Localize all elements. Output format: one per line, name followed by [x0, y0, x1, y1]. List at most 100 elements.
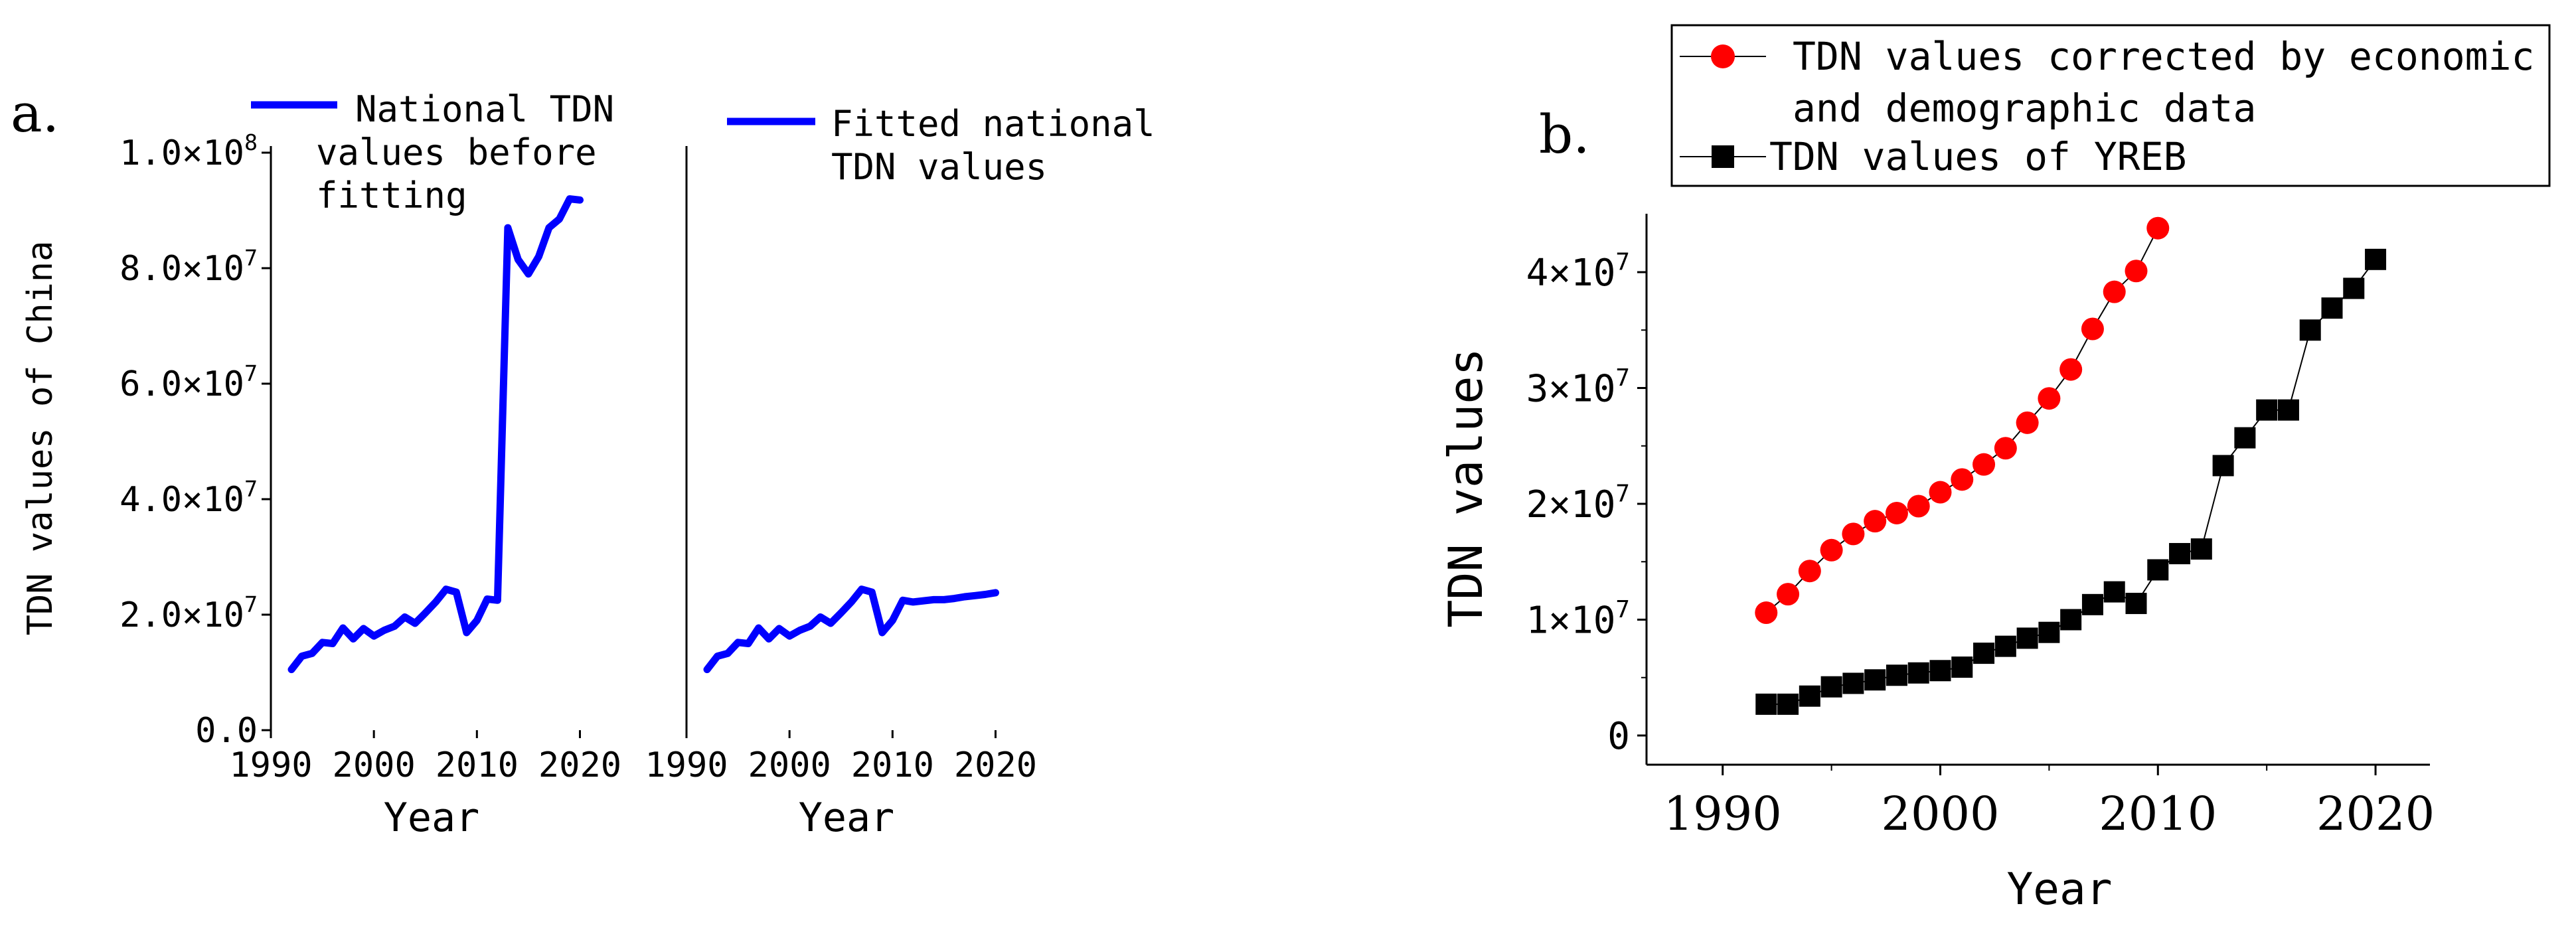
data-point-yreb: [1886, 664, 1907, 686]
x-tick-label: 2020: [954, 745, 1037, 785]
panel-b: 0 1×107 2×107 3×107 4×107 1990 2000 2010 2020 T…: [1439, 24, 2551, 915]
series-line-national-tdn-before-fitting: [287, 195, 584, 674]
series-line-fitted-national-tdn: [703, 585, 999, 674]
data-point-corrected: [2016, 411, 2039, 434]
figure-a-label: a.: [11, 82, 59, 144]
data-point-yreb: [1907, 662, 1929, 684]
data-point-yreb: [1777, 693, 1799, 715]
y-tick-label: 4×107: [1526, 248, 1630, 295]
x-tick-label: 1990: [229, 745, 312, 785]
data-point-yreb: [2103, 581, 2125, 603]
y-axis-label: TDN values: [1439, 348, 1493, 627]
data-point-corrected: [1864, 510, 1887, 533]
legend-line-1: National TDN: [355, 88, 614, 130]
data-point-yreb: [2299, 319, 2321, 341]
legend-swatch-marker-corrected: [1711, 44, 1735, 68]
panel-a-left: 0.0 2.0×107 4.0×107 6.0×107 8.0×107 1.0×108 1…: [21, 88, 621, 841]
x-tick-label: 1990: [645, 745, 728, 785]
data-point-yreb: [1799, 685, 1820, 707]
legend-line-2: TDN values: [831, 146, 1047, 188]
data-point-corrected: [2125, 260, 2148, 283]
legend: TDN values corrected by economic and dem…: [1670, 24, 2551, 187]
series-corrected: [1755, 216, 2170, 625]
legend-swatch-marker-yreb: [1712, 145, 1734, 168]
data-point-yreb: [2125, 593, 2147, 615]
data-point-yreb: [2277, 399, 2299, 421]
data-point-corrected: [1994, 437, 2017, 460]
data-point-yreb: [1929, 660, 1951, 682]
data-point-corrected: [1820, 538, 1843, 562]
legend-label-corrected-line-2: and demographic data: [1793, 86, 2256, 131]
x-tick-label: 2000: [333, 745, 416, 785]
data-point-yreb: [1755, 693, 1777, 715]
x-tick-label: 2010: [2099, 787, 2217, 841]
x-axis-label: Year: [799, 795, 895, 841]
legend-label-yreb: TDN values of YREB: [1769, 134, 2187, 179]
data-point-yreb: [1820, 676, 1842, 698]
y-tick-label: 1×107: [1526, 596, 1630, 643]
y-tick-label: 8.0×107: [120, 245, 258, 289]
legend-label-corrected-line-1: TDN values corrected by economic: [1793, 34, 2534, 79]
y-tick-label: 4.0×107: [120, 476, 258, 520]
data-point-yreb: [2256, 399, 2278, 421]
data-point-corrected: [1777, 583, 1800, 606]
y-tick-label: 0.0: [195, 711, 258, 751]
data-point-yreb: [2190, 538, 2212, 560]
data-point-corrected: [2103, 280, 2126, 303]
data-point-corrected: [1798, 560, 1821, 583]
x-tick-label: 2010: [851, 745, 934, 785]
x-tick-label: 2020: [2316, 787, 2435, 841]
data-point-corrected: [1907, 495, 1930, 518]
y-tick-label: 0: [1607, 715, 1630, 758]
data-point-corrected: [2038, 387, 2061, 410]
x-ticks: 1990 2000 2010 2020: [645, 730, 1037, 785]
data-point-yreb: [2038, 621, 2060, 643]
series-connector: [1766, 259, 2376, 705]
x-tick-label: 2000: [1881, 787, 1999, 841]
x-tick-label: 1990: [1664, 787, 1782, 841]
data-point-corrected: [1842, 522, 1865, 546]
data-point-yreb: [2060, 609, 2082, 631]
y-tick-label: 1.0×108: [120, 129, 258, 173]
x-tick-label: 2020: [538, 745, 621, 785]
x-ticks: 1990 2000 2010 2020: [1664, 765, 2435, 841]
data-point-corrected: [2059, 358, 2083, 381]
data-point-yreb: [2365, 248, 2387, 270]
y-axis-label: TDN values of China: [21, 241, 60, 636]
data-point-yreb: [2169, 543, 2191, 565]
data-point-corrected: [2146, 216, 2170, 240]
y-ticks: 0.0 2.0×107 4.0×107 6.0×107 8.0×107 1.0×108: [120, 129, 271, 751]
data-point-yreb: [2321, 297, 2343, 319]
y-tick-label: 6.0×107: [120, 360, 258, 404]
data-point-yreb: [2016, 627, 2038, 649]
x-tick-label: 2000: [748, 745, 831, 785]
panel-a-right: 1990 2000 2010 2020 Year Fitted national TD…: [645, 103, 1155, 841]
legend-line-3: fitting: [316, 175, 467, 216]
y-tick-label: 2×107: [1526, 480, 1630, 526]
y-ticks: 0 1×107 2×107 3×107 4×107: [1526, 248, 1647, 758]
x-axis-label: Year: [384, 795, 480, 841]
x-tick-label: 2010: [436, 745, 519, 785]
x-ticks: 1990 2000 2010 2020: [229, 730, 621, 785]
series-yreb: [1755, 248, 2387, 715]
data-point-yreb: [1973, 643, 1995, 664]
data-point-corrected: [1755, 601, 1778, 625]
data-point-yreb: [2147, 559, 2169, 581]
legend-line-1: Fitted national: [831, 103, 1155, 145]
data-point-yreb: [1951, 656, 1973, 678]
data-point-corrected: [1972, 453, 1996, 476]
y-tick-label: 2.0×107: [120, 591, 258, 635]
data-point-yreb: [2212, 455, 2234, 477]
data-point-corrected: [1929, 481, 1952, 504]
data-point-yreb: [1864, 669, 1886, 691]
y-tick-label: 3×107: [1526, 364, 1630, 411]
x-axis-label: Year: [2007, 864, 2113, 915]
data-point-yreb: [2081, 593, 2103, 615]
legend-box: [1670, 24, 2551, 187]
data-point-yreb: [1842, 672, 1864, 694]
figure-b-label: b.: [1539, 104, 1590, 165]
data-point-corrected: [2081, 317, 2104, 341]
data-point-corrected: [1885, 501, 1908, 524]
